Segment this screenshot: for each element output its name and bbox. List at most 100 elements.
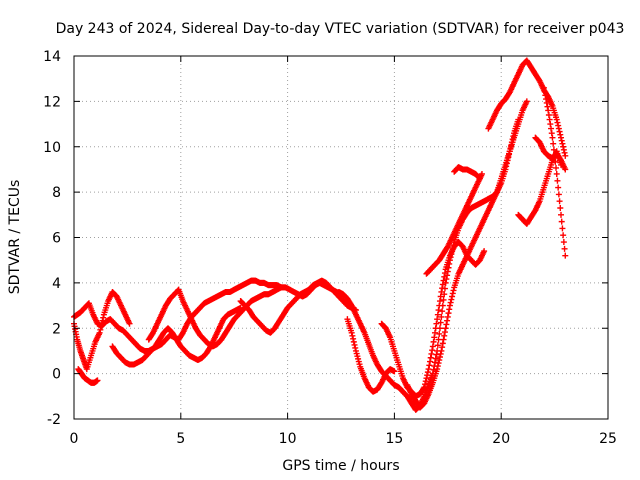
data-point: [442, 325, 449, 332]
data-point: [543, 99, 550, 106]
data-point: [557, 205, 564, 212]
data-point: [434, 311, 441, 318]
data-point: [558, 218, 565, 225]
data-point: [556, 198, 563, 205]
data-point: [545, 111, 552, 118]
y-tick-label: 4: [52, 276, 61, 292]
data-point: [438, 347, 445, 354]
data-point: [350, 338, 357, 345]
series-seg10: [404, 98, 530, 411]
data-point: [545, 107, 552, 114]
data-point: [560, 146, 567, 153]
data-point: [478, 170, 485, 177]
data-point: [99, 317, 106, 324]
data-point: [557, 131, 564, 138]
data-point: [446, 306, 453, 313]
series-seg13: [485, 57, 569, 159]
data-point: [541, 88, 548, 95]
data-point: [560, 143, 567, 150]
data-point: [449, 290, 456, 297]
data-point: [433, 351, 440, 358]
data-point: [543, 96, 550, 103]
data-point: [425, 366, 432, 373]
data-point: [349, 332, 356, 339]
data-point: [434, 363, 441, 370]
data-point: [559, 140, 566, 147]
data-point: [552, 158, 559, 165]
data-point: [432, 355, 439, 362]
series-seg8: [344, 316, 398, 395]
series-seg4: [109, 304, 244, 368]
data-point: [436, 298, 443, 305]
data-point: [98, 323, 105, 330]
data-point: [436, 357, 443, 364]
data-point: [555, 122, 562, 129]
tick-labels: 0 5 10 15 20 25 -2 0 2 4 6 8 10 12 14: [43, 49, 617, 447]
data-point: [429, 347, 436, 354]
data-point: [391, 368, 398, 375]
data-point: [352, 344, 359, 351]
data-point: [436, 302, 443, 309]
x-tick-label: 5: [176, 431, 185, 447]
data-point: [447, 299, 454, 306]
data-point: [560, 232, 567, 239]
y-tick-label: 14: [43, 49, 61, 65]
x-axis-label: GPS time / hours: [282, 458, 399, 474]
data-point: [437, 350, 444, 357]
data-point: [427, 358, 433, 365]
grid: [74, 56, 608, 419]
data-point: [555, 191, 562, 198]
data-point: [439, 340, 446, 347]
series-seg15: [532, 134, 569, 173]
data-point: [437, 293, 444, 300]
data-point: [548, 125, 555, 132]
data-point: [424, 369, 431, 376]
data-point: [550, 146, 557, 153]
x-tick-label: 15: [385, 431, 403, 447]
data-point: [449, 293, 456, 300]
data-point: [439, 285, 446, 292]
x-tick-label: 20: [492, 431, 510, 447]
data-point: [450, 287, 457, 294]
data-point: [430, 338, 437, 345]
series-seg5: [145, 284, 285, 350]
data-point: [421, 384, 428, 391]
series-seg2: [71, 288, 133, 373]
data-point: [441, 270, 448, 277]
data-point: [444, 313, 451, 320]
data-point: [523, 98, 530, 105]
data-point: [553, 116, 560, 123]
series-seg9: [378, 239, 488, 400]
data-point: [440, 296, 447, 303]
data-point: [439, 344, 446, 351]
data-point: [432, 325, 439, 332]
y-axis-label: SDTVAR / TECUs: [7, 180, 23, 295]
y-tick-label: 10: [43, 140, 61, 156]
data-point: [540, 84, 547, 91]
data-point: [547, 121, 554, 128]
data-point: [97, 326, 104, 333]
data-point: [476, 174, 483, 181]
y-tick-label: 0: [52, 367, 61, 383]
data-point: [550, 140, 557, 147]
data-point: [431, 329, 438, 336]
data-point: [441, 332, 448, 339]
data-point: [351, 341, 358, 348]
data-point: [436, 330, 443, 337]
data-point: [551, 152, 558, 159]
data-point: [562, 252, 569, 259]
data-point: [445, 310, 452, 317]
chart-title: Day 243 of 2024, Sidereal Day-to-day VTE…: [56, 21, 625, 37]
data-points: [71, 57, 569, 413]
data-point: [558, 134, 565, 141]
data-point: [440, 277, 447, 284]
y-tick-label: -2: [47, 412, 61, 428]
data-point: [444, 317, 451, 324]
data-point: [428, 350, 435, 357]
data-point: [434, 342, 441, 349]
data-point: [549, 134, 556, 141]
data-point: [96, 329, 103, 336]
series-seg12: [451, 164, 483, 182]
data-point: [441, 329, 448, 336]
